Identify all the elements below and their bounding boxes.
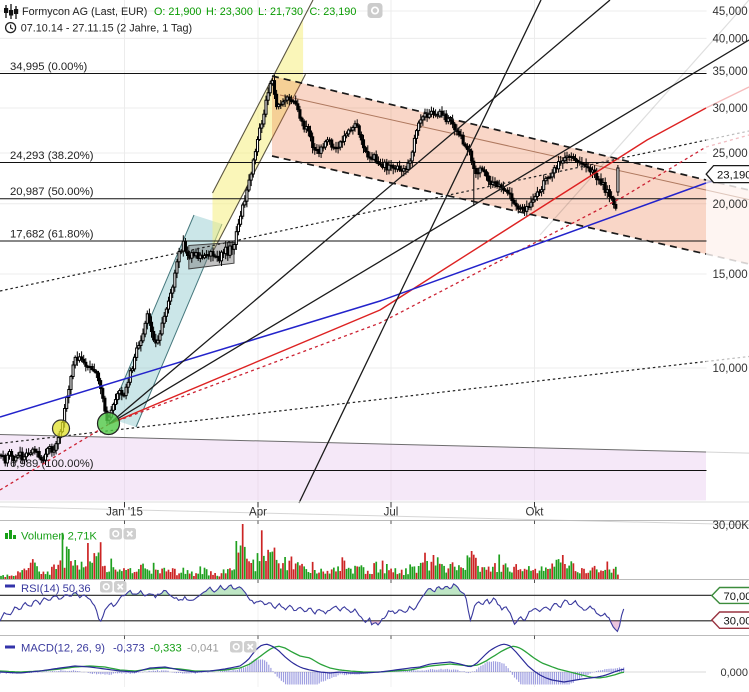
svg-text:45,000: 45,000 <box>713 6 748 18</box>
svg-text:Jul: Jul <box>384 507 399 519</box>
svg-text:15,000: 15,000 <box>713 269 748 281</box>
svg-text:L: 21,730: L: 21,730 <box>258 6 303 18</box>
svg-text:-0,041: -0,041 <box>187 643 219 655</box>
svg-text:-0,373: -0,373 <box>113 643 145 655</box>
svg-text:Jan '15: Jan '15 <box>106 507 143 519</box>
svg-text:20,987 (50.00%): 20,987 (50.00%) <box>10 186 94 198</box>
svg-text:Formycon AG (Last, EUR): Formycon AG (Last, EUR) <box>22 6 147 18</box>
svg-text:30,000: 30,000 <box>713 103 748 115</box>
svg-text:07.10.14 - 27.11.15 (2 Jahre,: 07.10.14 - 27.11.15 (2 Jahre, 1 Tag) <box>21 23 192 35</box>
svg-text:RSI(14) 50,36: RSI(14) 50,36 <box>21 583 91 595</box>
svg-text:20,000: 20,000 <box>713 199 748 211</box>
svg-text:17,682 (61.80%): 17,682 (61.80%) <box>10 229 94 241</box>
svg-text:C: 23,190: C: 23,190 <box>310 6 357 18</box>
svg-text:Okt: Okt <box>526 507 545 519</box>
svg-text:25,000: 25,000 <box>713 148 748 160</box>
svg-text:30,00: 30,00 <box>724 615 749 627</box>
svg-text:10,000: 10,000 <box>713 363 748 375</box>
svg-text:34,995 (0.00%): 34,995 (0.00%) <box>10 61 87 73</box>
svg-text:35,000: 35,000 <box>713 66 748 78</box>
svg-text:Volumen 2,71K: Volumen 2,71K <box>21 531 97 543</box>
svg-text:30,00K: 30,00K <box>713 520 749 532</box>
svg-text:-0,333: -0,333 <box>150 643 182 655</box>
svg-text:0,000: 0,000 <box>721 667 749 679</box>
svg-text:70,00: 70,00 <box>724 591 749 603</box>
svg-text:24,293 (38.20%): 24,293 (38.20%) <box>10 150 94 162</box>
svg-text:H: 23,300: H: 23,300 <box>206 6 253 18</box>
svg-text:MACD(12, 26, 9): MACD(12, 26, 9) <box>21 643 105 655</box>
svg-text:23,190: 23,190 <box>717 169 749 181</box>
svg-text:Apr: Apr <box>249 507 267 519</box>
svg-text:40,000: 40,000 <box>713 33 748 45</box>
svg-text:O: 21,900: O: 21,900 <box>154 6 201 18</box>
